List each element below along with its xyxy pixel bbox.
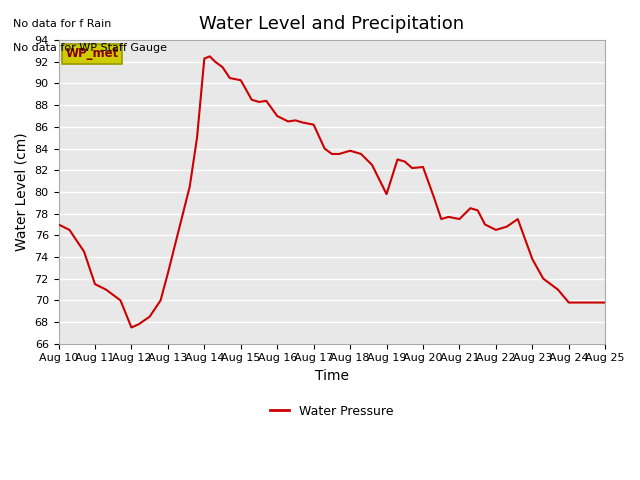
Legend: Water Pressure: Water Pressure bbox=[265, 399, 399, 422]
X-axis label: Time: Time bbox=[315, 369, 349, 383]
Text: No data for f Rain: No data for f Rain bbox=[13, 19, 111, 29]
Title: Water Level and Precipitation: Water Level and Precipitation bbox=[199, 15, 465, 33]
Y-axis label: Water Level (cm): Water Level (cm) bbox=[15, 132, 29, 251]
Text: No data for WP Staff Gauge: No data for WP Staff Gauge bbox=[13, 43, 167, 53]
Text: WP_met: WP_met bbox=[65, 47, 119, 60]
